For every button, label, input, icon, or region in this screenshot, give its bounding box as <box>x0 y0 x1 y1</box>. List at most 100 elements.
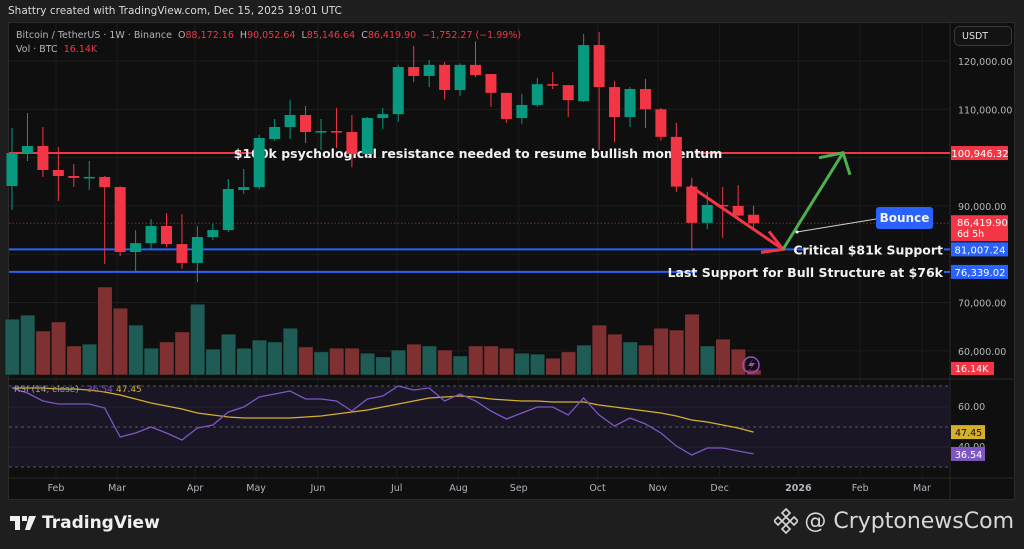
candle-body <box>238 187 250 190</box>
tradingview-logo-icon <box>10 516 36 530</box>
bounce-callout-text: Bounce <box>880 211 930 225</box>
time-tick: Oct <box>589 483 606 494</box>
volume-bar <box>560 351 576 376</box>
volume-bar <box>97 286 113 376</box>
candle-body <box>562 85 574 101</box>
volume-bar <box>468 345 484 376</box>
time-tick: Apr <box>187 483 204 494</box>
volume-bar <box>51 321 67 376</box>
watermark: @ CryptonewsCom <box>774 508 1014 534</box>
candle-body <box>21 146 33 153</box>
current-price-text: 86,419.90 <box>957 218 1008 229</box>
countdown-text: 6d 5h <box>957 229 984 240</box>
candle-body <box>253 138 265 188</box>
candle-body <box>145 225 157 244</box>
volume-bar <box>190 303 206 376</box>
candle-body <box>161 225 172 245</box>
volume-bar <box>421 345 437 376</box>
time-tick: Dec <box>710 483 728 494</box>
candle-body <box>439 64 451 90</box>
current-price-label <box>951 215 1008 242</box>
candle-body <box>37 146 49 170</box>
volume-bar <box>112 307 128 376</box>
volume-axis-label <box>951 362 994 375</box>
candle-body <box>732 205 744 216</box>
candle-body <box>470 64 481 76</box>
candle-body <box>578 45 590 102</box>
volume-bar <box>267 341 283 376</box>
change-value: −1,752.27 (−1.99%) <box>422 30 522 41</box>
volume-bar <box>344 347 360 376</box>
time-tick: Feb <box>852 483 869 494</box>
volume-bar <box>128 324 144 376</box>
volume-bar <box>221 333 237 376</box>
volume-bar <box>499 347 515 376</box>
time-tick: Sep <box>510 483 528 494</box>
time-tick: Jul <box>390 483 402 494</box>
time-tick: Nov <box>649 483 668 494</box>
callout-pointer <box>796 218 877 233</box>
symbol-label[interactable]: Bitcoin / TetherUS · 1W · Binance <box>16 30 172 41</box>
candle-body <box>315 131 327 133</box>
support-81k-annotation: Critical $81k Support <box>793 242 943 257</box>
rsi-ma-value: 47.45 <box>116 385 142 395</box>
rsi-label[interactable]: RSI (14, close) <box>14 385 79 395</box>
candle-body <box>68 175 80 178</box>
chart-credit: Shattry created with TradingView.com, De… <box>8 5 342 17</box>
price-tick: 110,000.00 <box>958 105 1012 116</box>
rsi-ma-axis-label <box>951 425 985 440</box>
time-tick: May <box>246 483 266 494</box>
candle-body <box>222 189 234 231</box>
ohlc-legend: Bitcoin / TetherUS · 1W · Binance O88,17… <box>16 30 521 41</box>
volume-bar <box>545 357 561 376</box>
volume-bar <box>715 338 731 376</box>
candle-body <box>639 89 651 110</box>
bounce-callout[interactable] <box>876 207 933 229</box>
open-value: 88,172.16 <box>185 30 234 41</box>
price-tick: 90,000.00 <box>958 202 1006 213</box>
volume-bar <box>514 352 530 376</box>
volume-bar <box>669 329 685 376</box>
volume-bar <box>143 347 159 376</box>
candle-body <box>547 84 559 86</box>
candle-body <box>531 84 543 105</box>
close-label: C <box>361 30 368 41</box>
candle-body <box>99 176 111 188</box>
volume-bar <box>406 343 422 376</box>
candle-body <box>284 115 296 127</box>
time-tick: 2026 <box>785 483 812 494</box>
volume-bar <box>282 327 298 376</box>
volume-bar <box>20 314 36 376</box>
time-tick: Jun <box>309 483 325 494</box>
volume-bar <box>483 345 499 376</box>
volume-bar <box>329 347 345 376</box>
rsi-ma-axis-text: 47.45 <box>955 428 982 439</box>
lightning-event-icon[interactable] <box>742 356 760 374</box>
candle-body <box>114 187 126 253</box>
time-tick: Feb <box>48 483 65 494</box>
volume-bar <box>4 318 20 376</box>
price-label-1 <box>951 242 1008 257</box>
lightning-glyph <box>748 359 755 371</box>
currency-button[interactable]: USDT <box>954 26 1012 46</box>
close-value: 86,419.90 <box>367 30 417 41</box>
rsi-axis-text: 36.54 <box>955 450 982 461</box>
candle-body <box>701 204 713 223</box>
candle-body <box>207 230 219 237</box>
price-tick: 120,000.00 <box>958 57 1012 68</box>
volume-bar <box>35 330 51 376</box>
time-tick: Aug <box>449 483 468 494</box>
volume-bar <box>205 348 221 376</box>
candle-body <box>717 204 729 207</box>
rsi-ma-line <box>12 387 754 433</box>
support-76k-annotation: Last Support for Bull Structure at $76k <box>668 265 944 280</box>
rsi-value: 36.54 <box>87 385 113 395</box>
volume-value: 16.14K <box>63 44 98 55</box>
candle-body <box>609 87 621 118</box>
candle-body <box>130 243 142 253</box>
price-label-text: 100,946.32 <box>951 149 1008 160</box>
candle-body <box>176 244 188 263</box>
volume-bar <box>82 343 97 376</box>
candle-body <box>361 118 373 154</box>
